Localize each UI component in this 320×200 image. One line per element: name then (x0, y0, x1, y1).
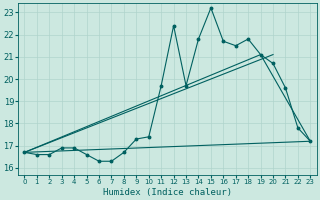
X-axis label: Humidex (Indice chaleur): Humidex (Indice chaleur) (103, 188, 232, 197)
